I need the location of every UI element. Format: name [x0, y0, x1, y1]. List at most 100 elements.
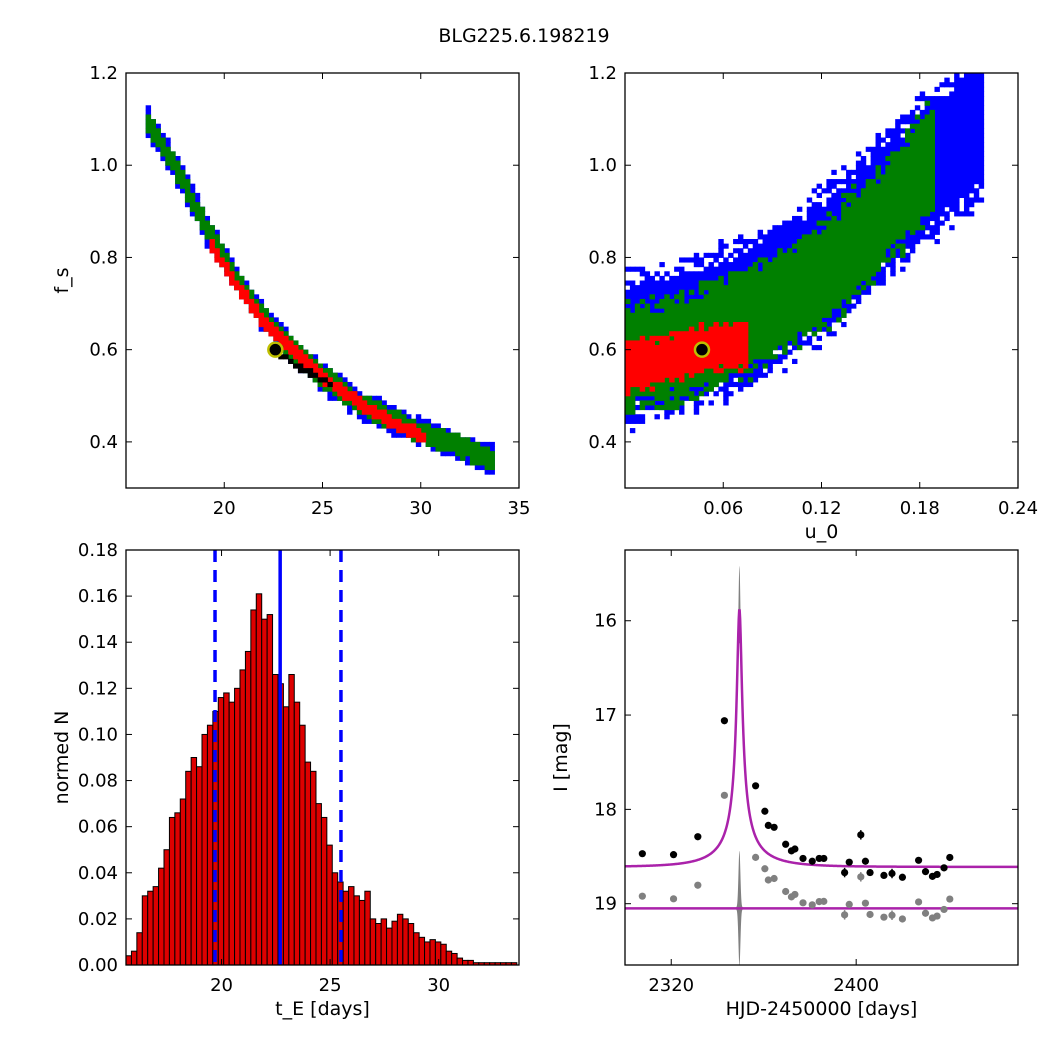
density-cell-green: [787, 294, 793, 300]
density-cell-blue: [978, 128, 985, 134]
density-cell-green: [708, 368, 714, 374]
density-cell-blue: [787, 239, 793, 245]
density-cell-green: [924, 202, 931, 208]
density-cell-green: [806, 252, 813, 258]
density-cell-green: [929, 142, 935, 148]
density-cell-red: [649, 363, 655, 369]
density-cell-blue: [728, 391, 734, 397]
density-cell-green: [263, 312, 269, 318]
density-cell-blue: [772, 229, 778, 235]
density-cell-green: [924, 100, 931, 106]
density-cell-blue: [253, 294, 260, 300]
density-cell-green: [772, 354, 778, 360]
density-cell-blue: [464, 460, 471, 466]
histogram-bar: [206, 724, 214, 965]
density-cell-blue: [415, 414, 422, 420]
density-cell-green: [860, 215, 867, 222]
density-cell-green: [312, 377, 319, 383]
density-cell-red: [283, 335, 289, 341]
density-cell-green: [841, 285, 847, 291]
density-cell-green: [850, 239, 857, 245]
density-cell-blue: [629, 294, 636, 300]
density-cell-green: [811, 252, 818, 258]
density-cell-green: [924, 128, 931, 134]
density-cell-green: [420, 423, 427, 429]
density-cell-blue: [688, 294, 695, 300]
density-cell-blue: [184, 174, 191, 180]
density-cell-blue: [806, 220, 813, 226]
density-cell-green: [747, 326, 754, 332]
density-cell-green: [723, 317, 729, 323]
density-cell-red: [683, 340, 690, 346]
density-cell-green: [890, 202, 896, 208]
density-cell-green: [870, 192, 877, 198]
density-cell-green: [150, 119, 156, 125]
density-cell-green: [792, 280, 798, 286]
density-cell-blue: [703, 391, 710, 397]
density-cell-red: [654, 368, 660, 374]
density-cell-green: [841, 239, 847, 245]
density-cell-blue: [919, 229, 926, 235]
density-cell-green: [737, 280, 744, 286]
density-cell-red: [273, 331, 279, 337]
density-cell-green: [752, 317, 759, 323]
density-cell-green: [184, 192, 191, 198]
density-cell-blue: [978, 105, 985, 111]
density-cell-green: [796, 285, 803, 291]
density-cell-green: [484, 464, 491, 471]
density-cell-green: [900, 183, 906, 189]
density-cell-blue: [973, 188, 980, 194]
density-cell-blue: [909, 119, 916, 125]
density-cell-green: [713, 308, 719, 314]
histogram-bar: [282, 706, 290, 965]
density-cell-red: [288, 340, 294, 346]
density-cell-blue: [747, 252, 754, 258]
density-cell-green: [455, 451, 461, 457]
histogram-bar: [147, 890, 154, 965]
data-point: [914, 856, 923, 864]
density-cell-green: [742, 294, 749, 300]
density-cell-green: [821, 312, 827, 318]
density-cell-green: [865, 252, 872, 258]
density-cell-blue: [978, 160, 985, 166]
density-cell-green: [880, 229, 886, 235]
density-cell-blue: [229, 257, 235, 263]
density-cell-green: [747, 349, 754, 355]
density-cell-green: [728, 294, 734, 300]
density-cell-blue: [826, 322, 832, 328]
density-cell-red: [327, 377, 333, 383]
density-cell-green: [841, 308, 847, 314]
density-cell-green: [895, 234, 901, 240]
density-cell-blue: [860, 174, 867, 180]
density-cell-red: [243, 294, 250, 300]
density-cell-blue: [954, 137, 960, 143]
density-cell-green: [816, 298, 822, 305]
density-cell-blue: [963, 174, 970, 180]
density-cell-blue: [978, 179, 985, 185]
density-cell-red: [683, 331, 690, 337]
density-cell-blue: [875, 156, 881, 162]
density-cell-green: [821, 285, 827, 291]
density-cell-green: [664, 312, 670, 318]
density-cell-blue: [654, 289, 660, 295]
density-cell-red: [742, 331, 749, 337]
density-cell-blue: [954, 128, 960, 134]
density-cell-red: [625, 372, 631, 378]
density-cell-blue: [639, 289, 646, 295]
y-tick-label: 0.6: [89, 340, 118, 361]
density-cell-blue: [973, 128, 980, 134]
density-cell-green: [929, 202, 935, 208]
density-cell-blue: [831, 192, 837, 198]
density-cell-green: [762, 262, 768, 268]
density-cell-green: [489, 460, 495, 466]
density-cell-green: [757, 308, 764, 314]
density-cell-green: [841, 192, 847, 198]
density-cell-blue: [944, 105, 950, 111]
density-cell-blue: [934, 174, 940, 180]
density-cell-green: [460, 451, 466, 457]
density-cell-green: [445, 432, 451, 438]
density-cell-green: [870, 239, 877, 245]
y-tick-label: 1.0: [89, 155, 118, 176]
density-cell-green: [674, 377, 680, 383]
density-cell-blue: [846, 202, 852, 208]
